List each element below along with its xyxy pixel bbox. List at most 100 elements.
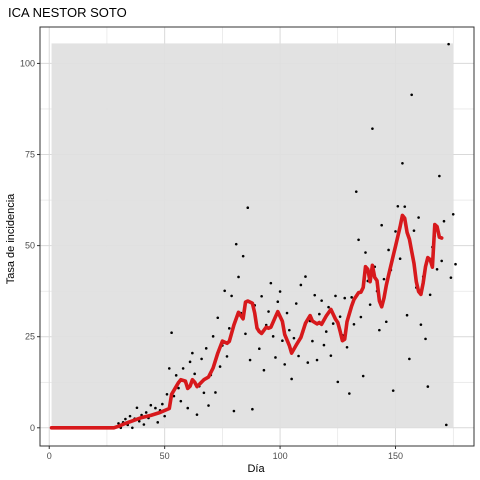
data-point bbox=[290, 377, 293, 381]
data-point bbox=[378, 328, 381, 332]
data-point bbox=[350, 296, 353, 299]
data-point bbox=[260, 294, 263, 298]
data-point bbox=[174, 374, 178, 377]
data-point bbox=[449, 276, 453, 279]
data-point bbox=[396, 204, 400, 208]
data-point bbox=[403, 205, 407, 208]
data-point bbox=[172, 394, 176, 398]
data-point bbox=[343, 296, 347, 300]
data-point bbox=[149, 403, 153, 407]
data-point bbox=[195, 413, 199, 416]
data-point bbox=[412, 229, 416, 232]
data-point bbox=[299, 283, 303, 287]
data-point bbox=[165, 392, 169, 396]
data-point bbox=[154, 406, 157, 410]
data-point bbox=[144, 411, 148, 414]
data-point bbox=[292, 336, 296, 340]
data-point bbox=[364, 251, 367, 254]
data-point bbox=[424, 337, 427, 341]
data-point bbox=[271, 335, 275, 338]
data-point bbox=[283, 363, 287, 366]
data-point bbox=[410, 93, 413, 97]
data-point bbox=[258, 347, 261, 351]
y-axis: 0 25 50 75 100 bbox=[20, 58, 40, 433]
data-point bbox=[225, 355, 229, 358]
data-point bbox=[269, 281, 273, 285]
y-tick-label: 100 bbox=[20, 58, 35, 68]
data-point bbox=[304, 275, 307, 278]
data-point bbox=[163, 414, 166, 418]
data-point bbox=[297, 354, 300, 358]
data-point bbox=[276, 300, 280, 304]
data-point bbox=[417, 216, 420, 219]
data-point bbox=[454, 262, 457, 266]
x-tick-label: 100 bbox=[273, 451, 288, 461]
data-point bbox=[211, 335, 215, 338]
data-point bbox=[230, 294, 233, 298]
data-point bbox=[188, 360, 192, 364]
data-point bbox=[216, 316, 220, 320]
data-point bbox=[218, 365, 222, 368]
data-point bbox=[318, 312, 321, 316]
data-point bbox=[371, 127, 374, 130]
confidence-band bbox=[51, 43, 454, 428]
y-tick-label: 75 bbox=[25, 150, 35, 160]
data-point bbox=[320, 299, 323, 302]
data-point bbox=[382, 277, 386, 281]
data-point bbox=[285, 311, 289, 315]
y-tick-label: 50 bbox=[25, 241, 35, 251]
data-point bbox=[202, 391, 206, 395]
x-axis: 0 50 100 150 bbox=[47, 446, 403, 461]
data-point bbox=[387, 248, 390, 252]
data-point bbox=[193, 372, 196, 376]
data-point bbox=[128, 414, 132, 418]
data-point bbox=[137, 419, 141, 423]
data-point bbox=[336, 380, 340, 384]
data-point bbox=[435, 267, 439, 271]
data-point bbox=[191, 351, 194, 355]
data-point bbox=[408, 357, 411, 361]
data-point bbox=[348, 392, 351, 395]
data-point bbox=[181, 367, 185, 370]
data-point bbox=[274, 356, 277, 359]
data-point bbox=[278, 290, 282, 293]
y-tick-label: 25 bbox=[25, 332, 35, 342]
data-point bbox=[214, 391, 217, 394]
data-point bbox=[352, 323, 356, 326]
data-point bbox=[447, 42, 450, 46]
panel-border bbox=[39, 26, 475, 447]
x-tick-label: 150 bbox=[388, 451, 403, 461]
data-point bbox=[161, 402, 164, 406]
data-point bbox=[232, 409, 236, 413]
data-point bbox=[391, 389, 395, 392]
data-point bbox=[440, 259, 443, 263]
data-point bbox=[234, 242, 238, 246]
data-point bbox=[186, 406, 190, 410]
data-point bbox=[334, 294, 337, 298]
data-point bbox=[384, 320, 388, 324]
data-point bbox=[179, 399, 183, 403]
data-point bbox=[359, 315, 363, 319]
data-point bbox=[444, 423, 448, 427]
data-point bbox=[142, 423, 146, 426]
data-point bbox=[294, 302, 298, 305]
data-point bbox=[237, 275, 240, 279]
data-point bbox=[223, 289, 226, 293]
data-point bbox=[281, 339, 284, 343]
data-point bbox=[451, 212, 455, 216]
data-point bbox=[200, 357, 203, 361]
data-point bbox=[207, 404, 210, 407]
data-point bbox=[368, 303, 372, 306]
y-axis-title: Tasa de incidencia bbox=[5, 193, 17, 284]
plot-panel bbox=[39, 26, 475, 447]
data-point bbox=[170, 331, 173, 334]
data-point bbox=[204, 347, 208, 350]
data-point bbox=[380, 223, 383, 227]
trend-line bbox=[49, 213, 444, 430]
x-axis-title: Día bbox=[247, 463, 265, 475]
data-point bbox=[428, 293, 432, 297]
data-point bbox=[419, 323, 423, 326]
data-point bbox=[405, 313, 409, 317]
data-point bbox=[311, 339, 314, 343]
